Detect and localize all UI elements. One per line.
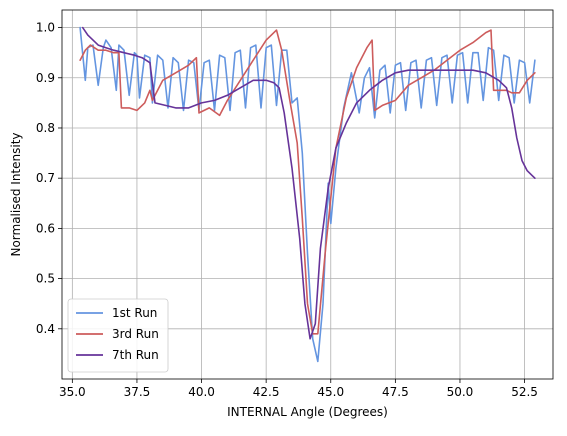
x-tick-label: 35.0 [59,385,86,399]
series-line-3 [81,26,536,340]
series-lines [79,26,536,363]
y-tick-label: 0.5 [36,272,55,286]
x-tick-label: 52.5 [511,385,538,399]
y-tick-label: 0.7 [36,171,55,185]
y-tick-label: 0.9 [36,71,55,85]
y-axis-title: Normalised Intensity [9,132,23,256]
y-tick-label: 1.0 [36,21,55,35]
y-tick-label: 0.4 [36,322,55,336]
x-axis-title: INTERNAL Angle (Degrees) [227,405,388,419]
y-tick-label: 0.8 [36,121,55,135]
x-tick-label: 37.5 [124,385,151,399]
y-tick-label: 0.6 [36,221,55,235]
plot-area-frame [61,9,554,380]
axis-ticks: 35.0 37.5 40.0 42.5 45.0 47.5 50.0 52.5 0.4 0.5 0.… [36,21,538,399]
x-tick-label: 50.0 [447,385,474,399]
series-line-2 [79,29,536,335]
x-tick-label: 40.0 [188,385,215,399]
legend-box [67,298,169,373]
legend-label: 3rd Run [112,327,159,341]
x-tick-label: 45.0 [317,385,344,399]
x-tick-label: 47.5 [382,385,409,399]
legend-label: 1st Run [112,306,157,320]
series-line-1 [79,26,536,363]
legend-label: 7th Run [112,348,159,362]
x-tick-label: 42.5 [253,385,280,399]
legend: 1st Run 3rd Run 7th Run [67,298,169,373]
